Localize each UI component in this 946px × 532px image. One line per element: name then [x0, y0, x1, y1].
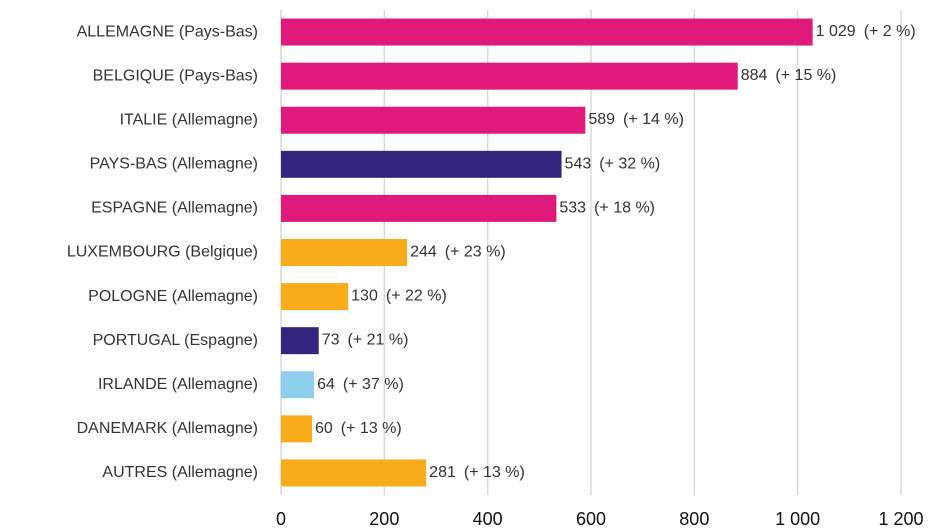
- bar: [281, 459, 427, 487]
- change-label: (+ 13 %): [464, 464, 525, 481]
- data-label: 543 (+ 32 %): [565, 156, 661, 173]
- change-label: (+ 15 %): [775, 67, 836, 84]
- change-label: (+ 13 %): [341, 420, 402, 437]
- bar: [281, 194, 557, 222]
- data-label: 533 (+ 18 %): [559, 200, 655, 217]
- data-label: 64 (+ 37 %): [317, 376, 404, 393]
- change-label: (+ 21 %): [348, 332, 409, 349]
- change-label: (+ 18 %): [594, 200, 655, 217]
- value-label: 884: [741, 67, 768, 84]
- bar: [281, 239, 408, 266]
- x-tick-label: 800: [679, 509, 709, 529]
- bar: [281, 106, 586, 134]
- x-tick-label: 0: [276, 509, 286, 529]
- y-tick-label: LUXEMBOURG (Belgique): [67, 244, 258, 261]
- y-tick-label: POLOGNE (Allemagne): [88, 288, 258, 305]
- value-label: 1 029: [816, 23, 856, 40]
- bar: [281, 415, 312, 443]
- y-tick-label: ESPAGNE (Allemagne): [91, 200, 258, 217]
- change-label: (+ 2 %): [864, 23, 916, 40]
- value-label: 589: [588, 111, 615, 128]
- y-tick-label: PAYS-BAS (Allemagne): [90, 156, 258, 173]
- bar: [281, 150, 562, 178]
- x-tick-label: 600: [576, 509, 606, 529]
- change-label: (+ 32 %): [599, 156, 660, 173]
- value-label: 130: [351, 288, 378, 305]
- change-label: (+ 22 %): [386, 288, 447, 305]
- value-label: 64: [317, 376, 335, 393]
- data-label: 60 (+ 13 %): [315, 420, 402, 437]
- y-tick-label: ALLEMAGNE (Pays-Bas): [77, 23, 258, 40]
- x-tick-label: 200: [369, 509, 399, 529]
- value-label: 533: [559, 200, 586, 217]
- change-label: (+ 37 %): [343, 376, 404, 393]
- data-label: 589 (+ 14 %): [588, 111, 684, 128]
- y-tick-label: PORTUGAL (Espagne): [93, 332, 258, 349]
- data-label: 73 (+ 21 %): [322, 332, 409, 349]
- data-label: 281 (+ 13 %): [429, 464, 525, 481]
- bar: [281, 18, 813, 46]
- y-tick-label: DANEMARK (Allemagne): [77, 420, 258, 437]
- x-tick-label: 400: [473, 509, 503, 529]
- value-label: 60: [315, 420, 333, 437]
- bar: [281, 62, 738, 90]
- value-label: 543: [565, 156, 592, 173]
- value-label: 73: [322, 332, 340, 349]
- data-label: 244 (+ 23 %): [410, 244, 506, 261]
- x-tick-label: 1 000: [775, 509, 820, 529]
- y-tick-label: BELGIQUE (Pays-Bas): [93, 67, 258, 84]
- bar: [281, 283, 349, 311]
- data-label: 884 (+ 15 %): [741, 67, 837, 84]
- bar: [281, 327, 319, 355]
- change-label: (+ 14 %): [623, 111, 684, 128]
- x-tick-label: 1 200: [878, 509, 923, 529]
- y-tick-label: ITALIE (Allemagne): [120, 111, 258, 128]
- data-label: 130 (+ 22 %): [351, 288, 447, 305]
- value-label: 244: [410, 244, 437, 261]
- bar: [281, 371, 315, 399]
- y-tick-label: AUTRES (Allemagne): [102, 464, 258, 481]
- y-tick-label: IRLANDE (Allemagne): [98, 376, 258, 393]
- change-label: (+ 23 %): [445, 244, 506, 261]
- value-label: 281: [429, 464, 456, 481]
- data-label: 1 029 (+ 2 %): [816, 23, 916, 40]
